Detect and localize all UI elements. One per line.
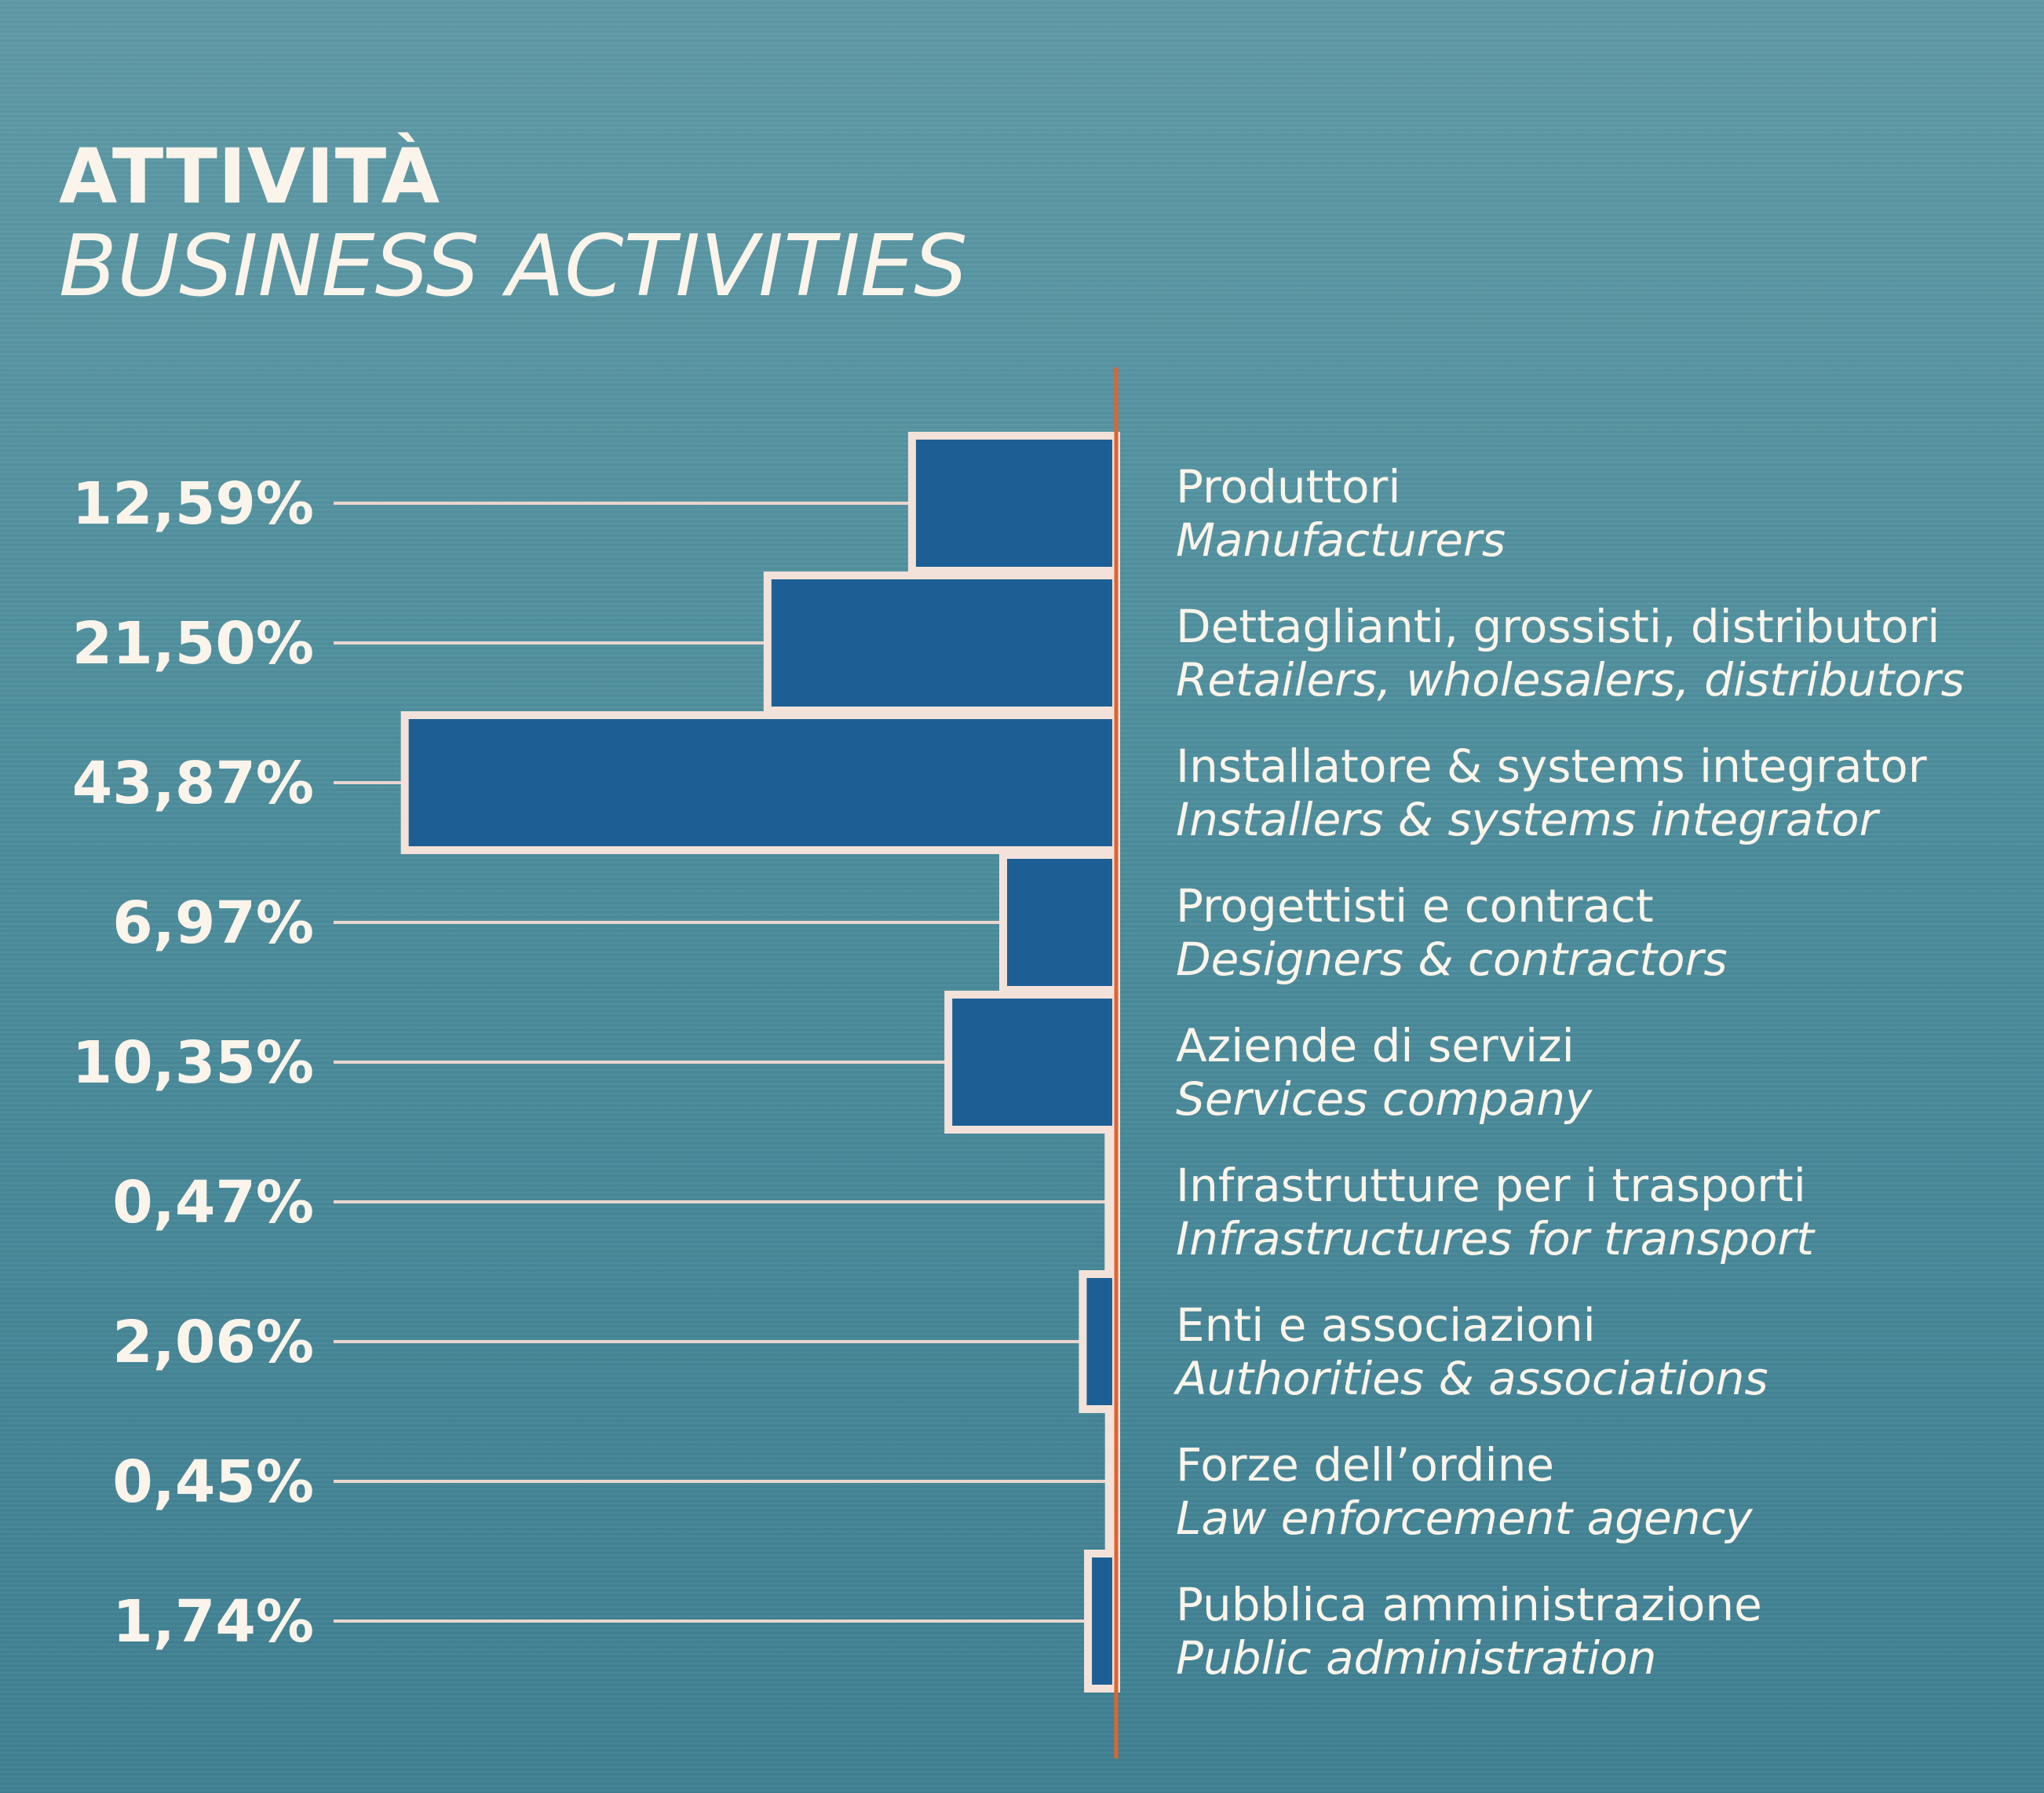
category-label-en: Public administration xyxy=(1176,1631,1656,1685)
bar xyxy=(998,851,1120,994)
category-label: Installatore & systems integrator xyxy=(1176,739,1927,793)
category-label-en: Infrastructures for transport xyxy=(1176,1212,1816,1265)
value-label: 10,35% xyxy=(72,1029,314,1097)
bar xyxy=(1079,1270,1121,1413)
category-label-en: Law enforcement agency xyxy=(1176,1492,1753,1545)
value-label: 6,97% xyxy=(112,889,314,957)
chart-subtitle: BUSINESS ACTIVITIES xyxy=(59,217,968,316)
category-label: Pubblica amministrazione xyxy=(1176,1578,1762,1631)
category-label: Aziende di servizi xyxy=(1176,1019,1575,1072)
value-label: 43,87% xyxy=(72,750,314,817)
value-label: 0,45% xyxy=(112,1448,314,1516)
chart-title: ATTIVITÀ xyxy=(59,133,441,221)
value-label: 21,50% xyxy=(72,610,314,677)
bar xyxy=(400,711,1120,854)
category-label: Forze dell’ordine xyxy=(1176,1438,1554,1492)
bar xyxy=(944,991,1120,1134)
title-block: ATTIVITÀ BUSINESS ACTIVITIES xyxy=(59,133,968,314)
category-label: Progettisti e contract xyxy=(1176,879,1654,933)
bar xyxy=(907,432,1121,575)
category-label-en: Retailers, wholesalers, distributors xyxy=(1176,653,1965,707)
category-label-en: Authorities & associations xyxy=(1173,1352,1768,1405)
category-label: Produttori xyxy=(1176,460,1401,513)
category-label-en: Designers & contractors xyxy=(1176,933,1728,986)
value-label: 12,59% xyxy=(72,470,314,538)
value-label: 1,74% xyxy=(112,1588,314,1656)
category-label-en: Services company xyxy=(1176,1072,1593,1126)
category-label-en: Installers & systems integrator xyxy=(1176,793,1881,846)
category-label: Dettaglianti, grossisti, distributori xyxy=(1176,600,1940,653)
bars-layer xyxy=(334,432,1121,1693)
category-label: Infrastrutture per i trasporti xyxy=(1176,1159,1806,1212)
bar xyxy=(1084,1550,1121,1693)
value-label: 2,06% xyxy=(112,1309,314,1376)
bar xyxy=(763,571,1120,714)
category-label-en: Manufacturers xyxy=(1176,513,1506,567)
category-label: Enti e associazioni xyxy=(1176,1298,1596,1352)
value-label: 0,47% xyxy=(112,1169,314,1236)
